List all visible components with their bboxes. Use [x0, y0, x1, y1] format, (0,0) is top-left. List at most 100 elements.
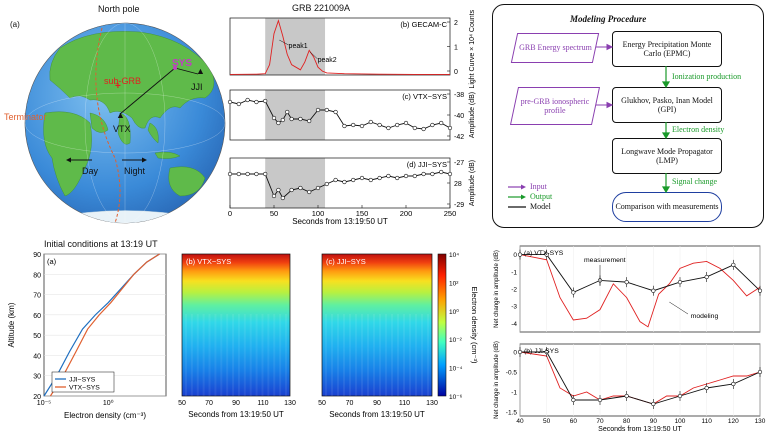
terminator-line: [95, 27, 121, 224]
colorbar-tick: 10⁴: [449, 252, 459, 259]
ts-panel-label: (c) VTX−SYS: [402, 92, 447, 101]
ts-point: [236, 101, 241, 107]
ts-point: [289, 116, 294, 122]
grb-shade-0: [265, 18, 326, 75]
model-gpi: Glukhov, Pasko, Inan Model (GPI): [612, 87, 722, 123]
ts-point: [447, 171, 453, 177]
heatmap-xtick: 110: [257, 400, 268, 407]
net-modeling-annot: modeling: [691, 313, 719, 320]
ts-point: [254, 99, 259, 105]
net-xtick: 130: [755, 418, 766, 425]
ts-line-0: [229, 19, 450, 75]
model-epmc: Energy Precipitation Monte Carlo (EPMC): [612, 31, 722, 67]
net-point: [651, 288, 656, 293]
africa-land: [43, 111, 92, 197]
net-modeling-line-1: [519, 351, 761, 405]
globe-panel-label: (a): [10, 20, 20, 29]
net-point: [544, 252, 549, 257]
ts-point: [324, 181, 329, 187]
profile-ytick: 90: [33, 252, 41, 259]
ts-xtick: 50: [270, 209, 278, 218]
profile-ytick: 50: [33, 333, 41, 340]
globe-map: ▲ ▲ +: [24, 22, 226, 224]
ts-point: [395, 122, 400, 128]
vtx-label: VTX: [113, 124, 131, 134]
colorbar-tick: 10⁰: [449, 308, 459, 316]
ts-line-1: [229, 99, 451, 130]
ts-point: [377, 175, 382, 181]
output-ionization: Ionization production: [672, 72, 742, 81]
ts-ytick: -38: [454, 92, 464, 99]
ts-point: [315, 185, 321, 191]
jji-sys-path: [174, 67, 199, 75]
net-point: [731, 262, 736, 268]
ts-point: [412, 173, 417, 179]
net-ytick: -4: [511, 321, 517, 328]
net-xtick: 80: [623, 418, 631, 425]
net-measurement-line-1: [520, 351, 761, 405]
ts-point: [439, 120, 444, 126]
ts-line-2: [230, 171, 451, 199]
ts-point: [377, 122, 382, 128]
net-point: [571, 397, 576, 403]
ts-point: [263, 98, 268, 104]
net-xtick: 50: [543, 418, 551, 425]
profile-ytick: 80: [33, 272, 41, 279]
heatmap-xtick: 70: [346, 400, 354, 407]
net-measurement-annot: measurement: [584, 257, 626, 264]
vtx-sys-path: [119, 67, 176, 115]
night-label: Night: [124, 166, 146, 176]
legend-output: Output: [530, 192, 553, 201]
heatmap-xtick: 90: [232, 400, 240, 407]
ts-point: [333, 109, 338, 115]
net-point: [517, 349, 523, 355]
ts-xtick: 0: [228, 209, 232, 218]
output-electron-density: Electron density: [672, 125, 725, 134]
model-lmp: Longwave Mode Propagator (LMP): [612, 138, 722, 174]
netchange-chart: (a) VTX-SYS 0 -1 -2 -3 -4 Net change in amplit…: [494, 245, 766, 432]
ts-ytick: -42: [454, 134, 464, 141]
profile-xtick: 10⁻⁵: [37, 400, 51, 407]
ts-point: [342, 123, 347, 129]
colorbar-tick: 10²: [449, 280, 459, 287]
ts-panel-label: (b) GECAM-C: [400, 20, 447, 29]
ts-point: [285, 109, 290, 115]
colorbar-tick: 10⁻²: [449, 337, 463, 344]
legend-model: Model: [530, 202, 551, 211]
net-point: [624, 393, 629, 399]
ts-point: [386, 125, 391, 131]
profile-xtick: 10⁰: [103, 399, 114, 407]
net-ytick: -1: [511, 390, 517, 397]
ts-point: [298, 185, 303, 191]
net-xtick: 60: [570, 418, 578, 425]
ts-point: [271, 193, 277, 199]
ts-point: [351, 177, 356, 183]
net-xtick: 120: [728, 418, 739, 425]
ts-point: [439, 169, 444, 175]
net-point: [544, 349, 549, 355]
net-point: [651, 401, 656, 407]
ts-point: [430, 122, 435, 128]
ts-point: [333, 177, 338, 183]
vtx-marker-icon: ▲: [116, 110, 125, 120]
ts-xtick: 200: [400, 209, 413, 218]
ts-point: [315, 107, 321, 113]
heatmap-1: [321, 253, 433, 397]
modeling-procedure-box: [492, 4, 764, 228]
ts-point: [254, 171, 259, 177]
ts-point: [236, 171, 241, 177]
net-xlabel: Seconds from 13:19:50 UT: [598, 426, 682, 432]
heatmap-xtick: 130: [284, 400, 296, 407]
heatmap-xtick: 110: [399, 400, 410, 407]
ts-xtick: 150: [356, 209, 369, 218]
profile-legend-vtx: VTX−SYS: [69, 385, 100, 392]
net-ylabel-1: Net change in amplitude (dB): [494, 341, 500, 419]
globe-title: North pole: [98, 4, 140, 14]
net-xtick: 90: [650, 418, 658, 425]
ts-point: [386, 173, 391, 179]
net-ytick: 0: [513, 350, 517, 357]
heatmap-xtick: 90: [373, 400, 381, 407]
ts-point: [280, 117, 285, 123]
